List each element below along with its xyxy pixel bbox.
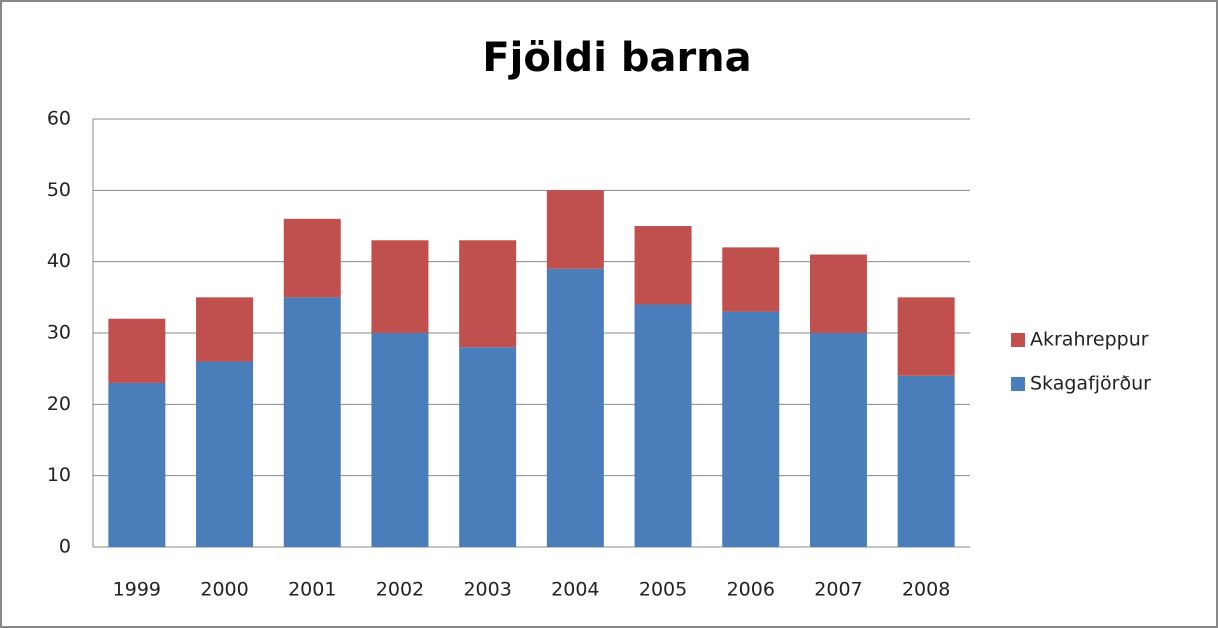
x-tick-label: 2004: [551, 579, 599, 601]
y-tick-label: 0: [59, 536, 71, 558]
bar-segment: [546, 268, 604, 547]
legend-swatch: [1011, 333, 1025, 347]
legend-label: Skagafjörður: [1030, 373, 1151, 395]
chart-title: Fjöldi barna: [482, 35, 751, 81]
bar-segment: [546, 190, 604, 269]
bar-segment: [722, 311, 780, 547]
y-tick-label: 30: [47, 322, 71, 344]
bar-segment: [196, 297, 254, 362]
bar-segment: [283, 297, 341, 547]
bar-segment: [371, 240, 429, 333]
bar-segment: [108, 318, 166, 383]
bar-segment: [897, 297, 955, 376]
bar-segment: [809, 333, 867, 547]
bar-segment: [459, 240, 517, 348]
bar-segment: [897, 375, 955, 547]
y-tick-label: 20: [47, 393, 71, 415]
bar-segment: [108, 382, 166, 547]
x-tick-label: 2002: [376, 579, 424, 601]
bar-segment: [634, 304, 692, 547]
y-tick-label: 10: [47, 464, 71, 486]
y-tick-label: 40: [47, 250, 71, 272]
bar-segment: [722, 247, 780, 312]
bar-segment: [196, 361, 254, 547]
x-tick-label: 2008: [902, 579, 950, 601]
x-tick-label: 2007: [814, 579, 862, 601]
legend-label: Akrahreppur: [1030, 329, 1149, 351]
x-tick-label: 2001: [288, 579, 336, 601]
bar-segment: [459, 347, 517, 547]
y-tick-label: 60: [47, 108, 71, 130]
x-tick-label: 1999: [113, 579, 161, 601]
x-tick-label: 2000: [200, 579, 248, 601]
bar-segment: [634, 226, 692, 305]
x-tick-label: 2005: [639, 579, 687, 601]
bar-segment: [283, 218, 341, 298]
bar-segment: [809, 254, 867, 333]
bar-segment: [371, 333, 429, 547]
x-tick-label: 2006: [727, 579, 775, 601]
y-tick-label: 50: [47, 179, 71, 201]
x-tick-label: 2003: [463, 579, 511, 601]
legend-swatch: [1011, 377, 1025, 391]
